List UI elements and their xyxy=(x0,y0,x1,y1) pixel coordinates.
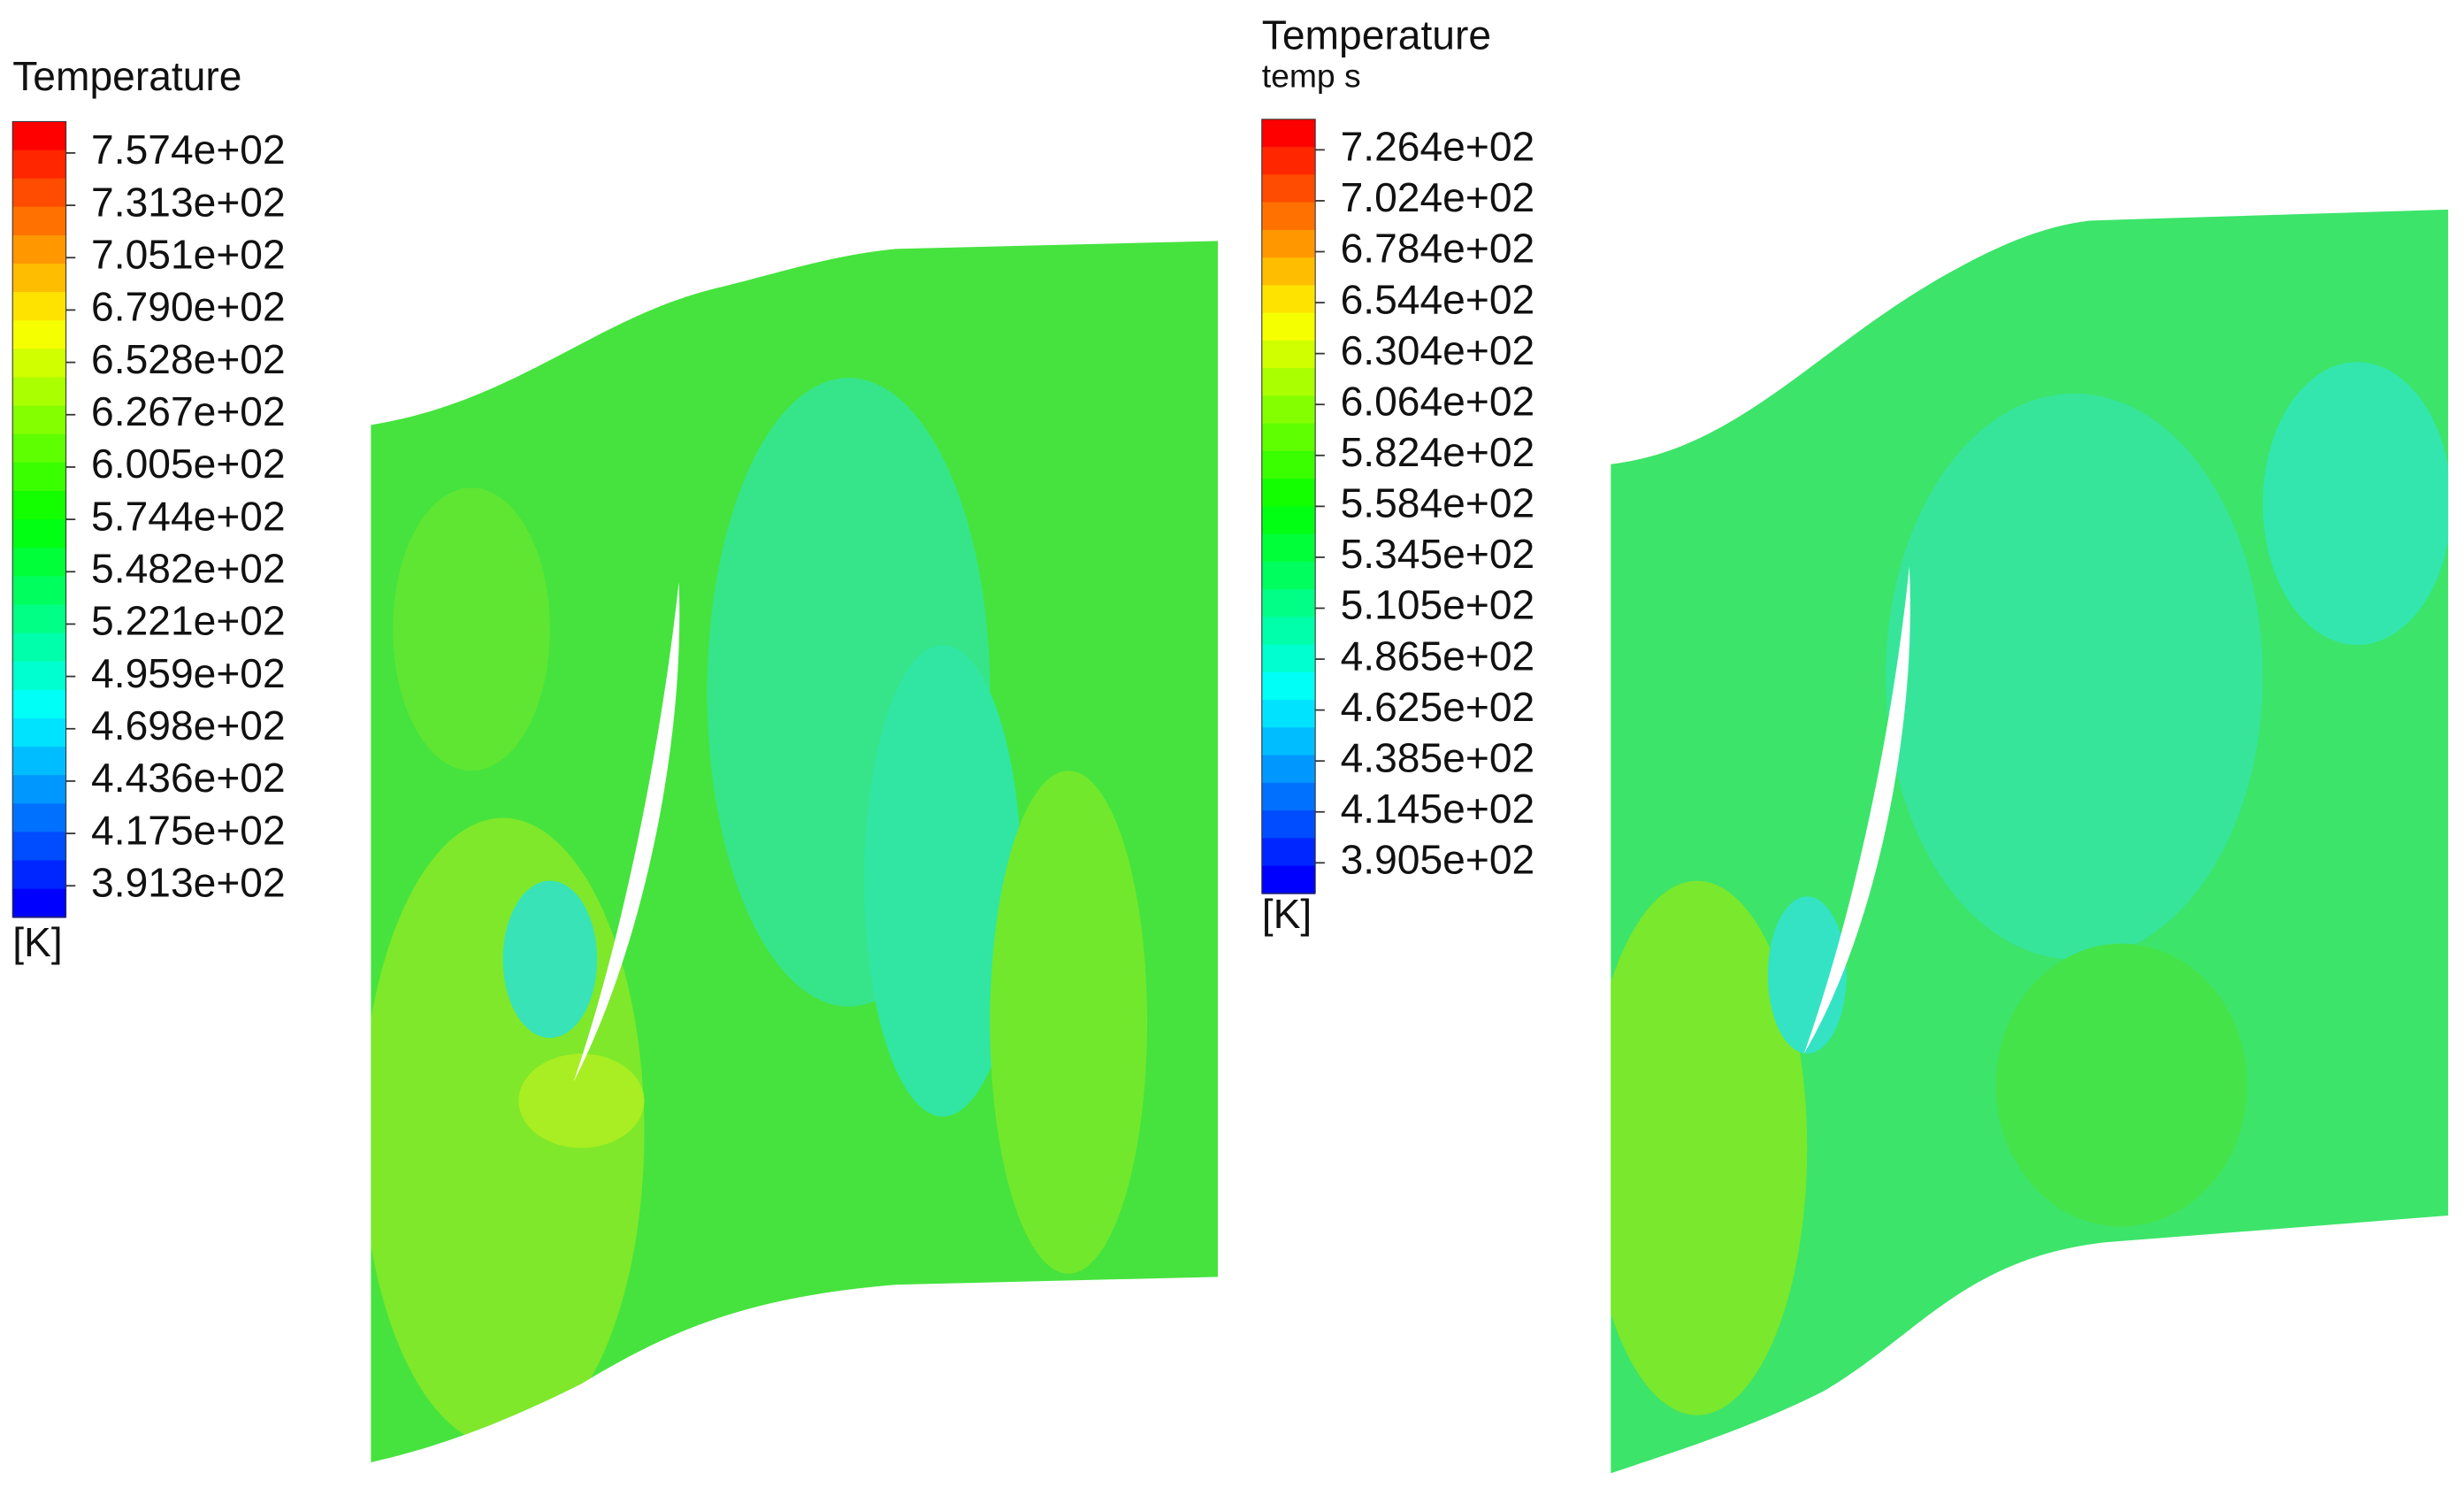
legend-label: 6.267e+02 xyxy=(91,388,286,434)
legend-title: Temperature xyxy=(12,53,241,99)
color-band xyxy=(1261,727,1316,756)
color-band xyxy=(12,717,66,748)
legend-label: 7.024e+02 xyxy=(1341,174,1535,220)
color-band xyxy=(12,320,66,350)
legend-label: 7.313e+02 xyxy=(91,179,286,225)
legend-label: 4.385e+02 xyxy=(1341,734,1535,780)
color-band xyxy=(12,292,66,322)
legend-label: 5.744e+02 xyxy=(91,493,286,539)
color-band xyxy=(12,462,66,492)
color-band xyxy=(12,206,66,236)
color-band xyxy=(12,832,66,862)
color-band xyxy=(1261,395,1316,425)
color-band xyxy=(12,264,66,294)
legend-label: 4.145e+02 xyxy=(1341,786,1535,832)
color-band xyxy=(1261,479,1316,508)
color-band xyxy=(12,548,66,578)
color-band xyxy=(12,689,66,719)
legend-label: 5.105e+02 xyxy=(1341,582,1535,628)
color-band xyxy=(12,604,66,634)
color-band xyxy=(1261,312,1316,341)
color-band xyxy=(12,519,66,549)
legend-label: 3.905e+02 xyxy=(1341,837,1535,883)
color-band xyxy=(1261,617,1316,646)
color-band xyxy=(1261,810,1316,840)
right-contour xyxy=(1611,209,2449,1474)
legend-label: 4.175e+02 xyxy=(91,807,286,853)
color-band xyxy=(1261,229,1316,258)
color-band xyxy=(12,490,66,520)
legend-label: 7.574e+02 xyxy=(91,127,286,173)
color-band xyxy=(1261,671,1316,701)
legend-title: Temperature xyxy=(1262,12,1491,58)
color-band xyxy=(1261,782,1316,812)
legend-label: 7.051e+02 xyxy=(91,231,286,277)
legend-label: 4.865e+02 xyxy=(1341,633,1535,679)
color-band xyxy=(1261,644,1316,673)
legend-label: 4.959e+02 xyxy=(91,650,286,696)
color-band xyxy=(1261,700,1316,729)
color-band xyxy=(1261,285,1316,314)
legend-label: 3.913e+02 xyxy=(91,859,286,905)
legend-label: 6.784e+02 xyxy=(1341,226,1535,272)
color-band xyxy=(1261,838,1316,867)
legend-label: 4.625e+02 xyxy=(1341,684,1535,730)
color-band xyxy=(1261,119,1316,148)
legend-label: 7.264e+02 xyxy=(1341,124,1535,170)
legend-label: 6.304e+02 xyxy=(1341,327,1535,373)
color-band xyxy=(12,178,66,208)
color-band xyxy=(12,860,66,890)
legend-unit: [K] xyxy=(1262,891,1312,937)
legend-label: 4.436e+02 xyxy=(91,755,286,801)
color-band xyxy=(12,349,66,379)
color-band xyxy=(1261,865,1316,894)
legend-unit: [K] xyxy=(12,919,62,965)
legend-label: 5.482e+02 xyxy=(91,545,286,591)
color-band xyxy=(12,661,66,691)
color-band xyxy=(12,775,66,805)
color-band xyxy=(12,747,66,777)
color-band xyxy=(1261,450,1316,479)
color-band xyxy=(1261,340,1316,369)
right-legend: Temperature temp s [K] 7.264e+027.024e+0… xyxy=(1261,12,1535,937)
legend-label: 5.824e+02 xyxy=(1341,429,1535,475)
legend-label: 6.544e+02 xyxy=(1341,276,1535,322)
color-band xyxy=(12,377,66,407)
legend-label: 4.698e+02 xyxy=(91,702,286,748)
color-band xyxy=(1261,423,1316,452)
legend-label: 5.584e+02 xyxy=(1341,480,1535,526)
color-band xyxy=(12,633,66,663)
color-band xyxy=(12,150,66,180)
color-band xyxy=(1261,506,1316,535)
legend-label: 6.064e+02 xyxy=(1341,378,1535,424)
color-band xyxy=(12,121,66,151)
left-contour xyxy=(371,241,1219,1462)
legend-label: 6.528e+02 xyxy=(91,336,286,382)
color-band xyxy=(1261,174,1316,203)
color-band xyxy=(12,888,66,918)
color-band xyxy=(12,576,66,606)
color-band xyxy=(1261,147,1316,176)
color-band xyxy=(12,803,66,833)
legend-label: 6.790e+02 xyxy=(91,284,286,330)
color-band xyxy=(1261,589,1316,618)
legend-label: 6.005e+02 xyxy=(91,441,286,487)
color-band xyxy=(1261,755,1316,784)
color-band xyxy=(12,405,66,435)
color-band xyxy=(12,234,66,265)
legend-subtitle: temp s xyxy=(1262,57,1361,94)
color-band xyxy=(1261,533,1316,563)
color-band xyxy=(1261,561,1316,590)
color-band xyxy=(1261,368,1316,397)
legend-label: 5.221e+02 xyxy=(91,598,286,644)
legend-label: 5.345e+02 xyxy=(1341,531,1535,577)
color-band xyxy=(12,433,66,464)
left-legend: Temperature [K] 7.574e+02 7.313e+02 7.051e… xyxy=(11,53,286,965)
color-band xyxy=(1261,202,1316,231)
color-band xyxy=(1261,257,1316,287)
